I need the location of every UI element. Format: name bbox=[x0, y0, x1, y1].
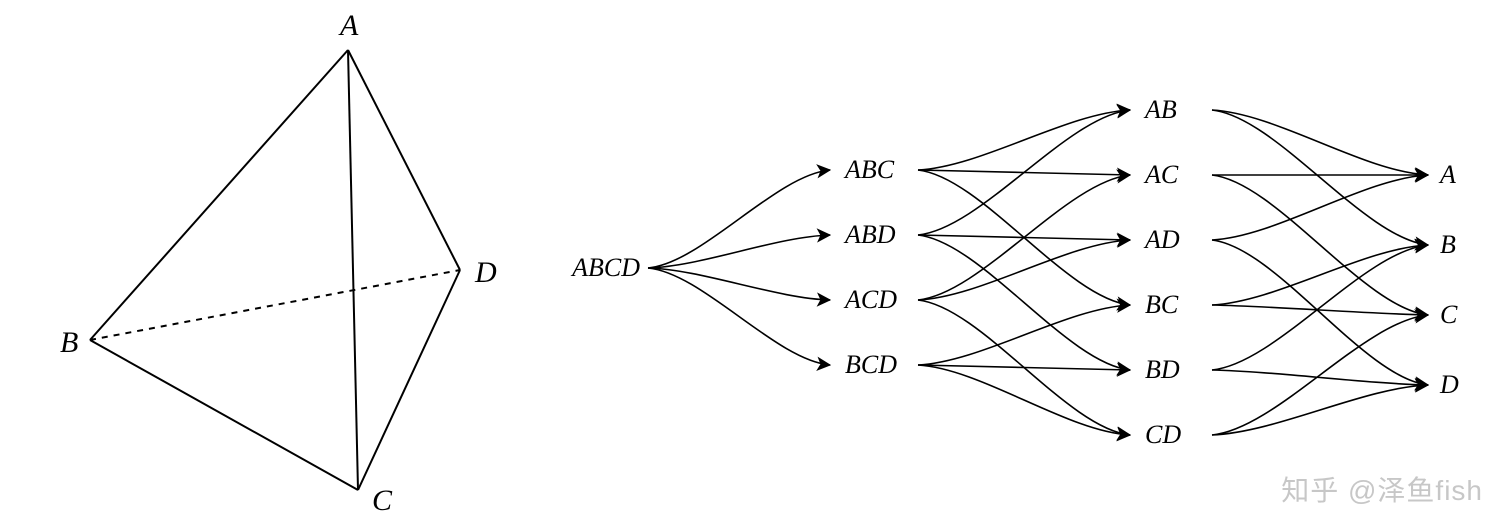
edge-ABD-AB bbox=[918, 110, 1130, 235]
edge-ACD-AC bbox=[918, 175, 1130, 300]
edge-BD-B bbox=[1212, 245, 1428, 370]
tetra-vertex-C: C bbox=[372, 484, 393, 517]
tetra-edge-AD bbox=[348, 50, 460, 270]
edge-ABD-BD bbox=[918, 235, 1130, 370]
tetra-edge-BC bbox=[90, 340, 358, 490]
hasse-node-AD: AD bbox=[1143, 225, 1180, 254]
hasse-node-ABC: ABC bbox=[843, 155, 895, 184]
edge-AC-C bbox=[1212, 175, 1428, 315]
hasse-node-ABCD: ABCD bbox=[570, 253, 640, 282]
hasse-node-B: B bbox=[1440, 230, 1456, 259]
edge-ABCD-BCD bbox=[648, 268, 830, 365]
hasse-node-AC: AC bbox=[1143, 160, 1179, 189]
edge-CD-C bbox=[1212, 315, 1428, 435]
tetra-vertex-A: A bbox=[338, 9, 359, 42]
edge-ABCD-ACD bbox=[648, 268, 830, 300]
edge-CD-D bbox=[1212, 385, 1428, 435]
hasse-node-A: A bbox=[1438, 160, 1456, 189]
edge-ABC-AB bbox=[918, 110, 1130, 170]
tetrahedron: A B C D bbox=[60, 9, 497, 517]
hasse-node-AB: AB bbox=[1143, 95, 1177, 124]
tetra-edge-AB bbox=[90, 50, 348, 340]
edge-BCD-BD bbox=[918, 365, 1130, 370]
tetra-vertex-D: D bbox=[474, 256, 497, 289]
tetra-edge-BD-hidden bbox=[90, 270, 460, 340]
tetra-vertex-B: B bbox=[60, 326, 78, 359]
edge-AB-A bbox=[1212, 110, 1428, 175]
hasse-node-BD: BD bbox=[1145, 355, 1180, 384]
edge-BCD-BC bbox=[918, 305, 1130, 365]
edge-BC-B bbox=[1212, 245, 1428, 305]
hasse-node-CD: CD bbox=[1145, 420, 1181, 449]
hasse-node-BCD: BCD bbox=[845, 350, 897, 379]
hasse-node-C: C bbox=[1440, 300, 1458, 329]
edge-ABCD-ABD bbox=[648, 235, 830, 268]
tetra-edge-CD bbox=[358, 270, 460, 490]
edge-AD-D bbox=[1212, 240, 1428, 385]
hasse-node-ACD: ACD bbox=[843, 285, 897, 314]
diagram-canvas: ABCD ABCDABCABDACDBCDABACADBCBDCDABCD bbox=[0, 0, 1503, 521]
hasse-diagram: ABCDABCABDACDBCDABACADBCBDCDABCD bbox=[570, 95, 1459, 449]
hasse-node-D: D bbox=[1439, 370, 1459, 399]
hasse-node-ABD: ABD bbox=[843, 220, 896, 249]
edge-AD-A bbox=[1212, 175, 1428, 240]
tetra-edge-AC bbox=[348, 50, 358, 490]
edge-ABCD-ABC bbox=[648, 170, 830, 268]
edge-ACD-AD bbox=[918, 240, 1130, 300]
edge-AB-B bbox=[1212, 110, 1428, 245]
hasse-node-BC: BC bbox=[1145, 290, 1179, 319]
